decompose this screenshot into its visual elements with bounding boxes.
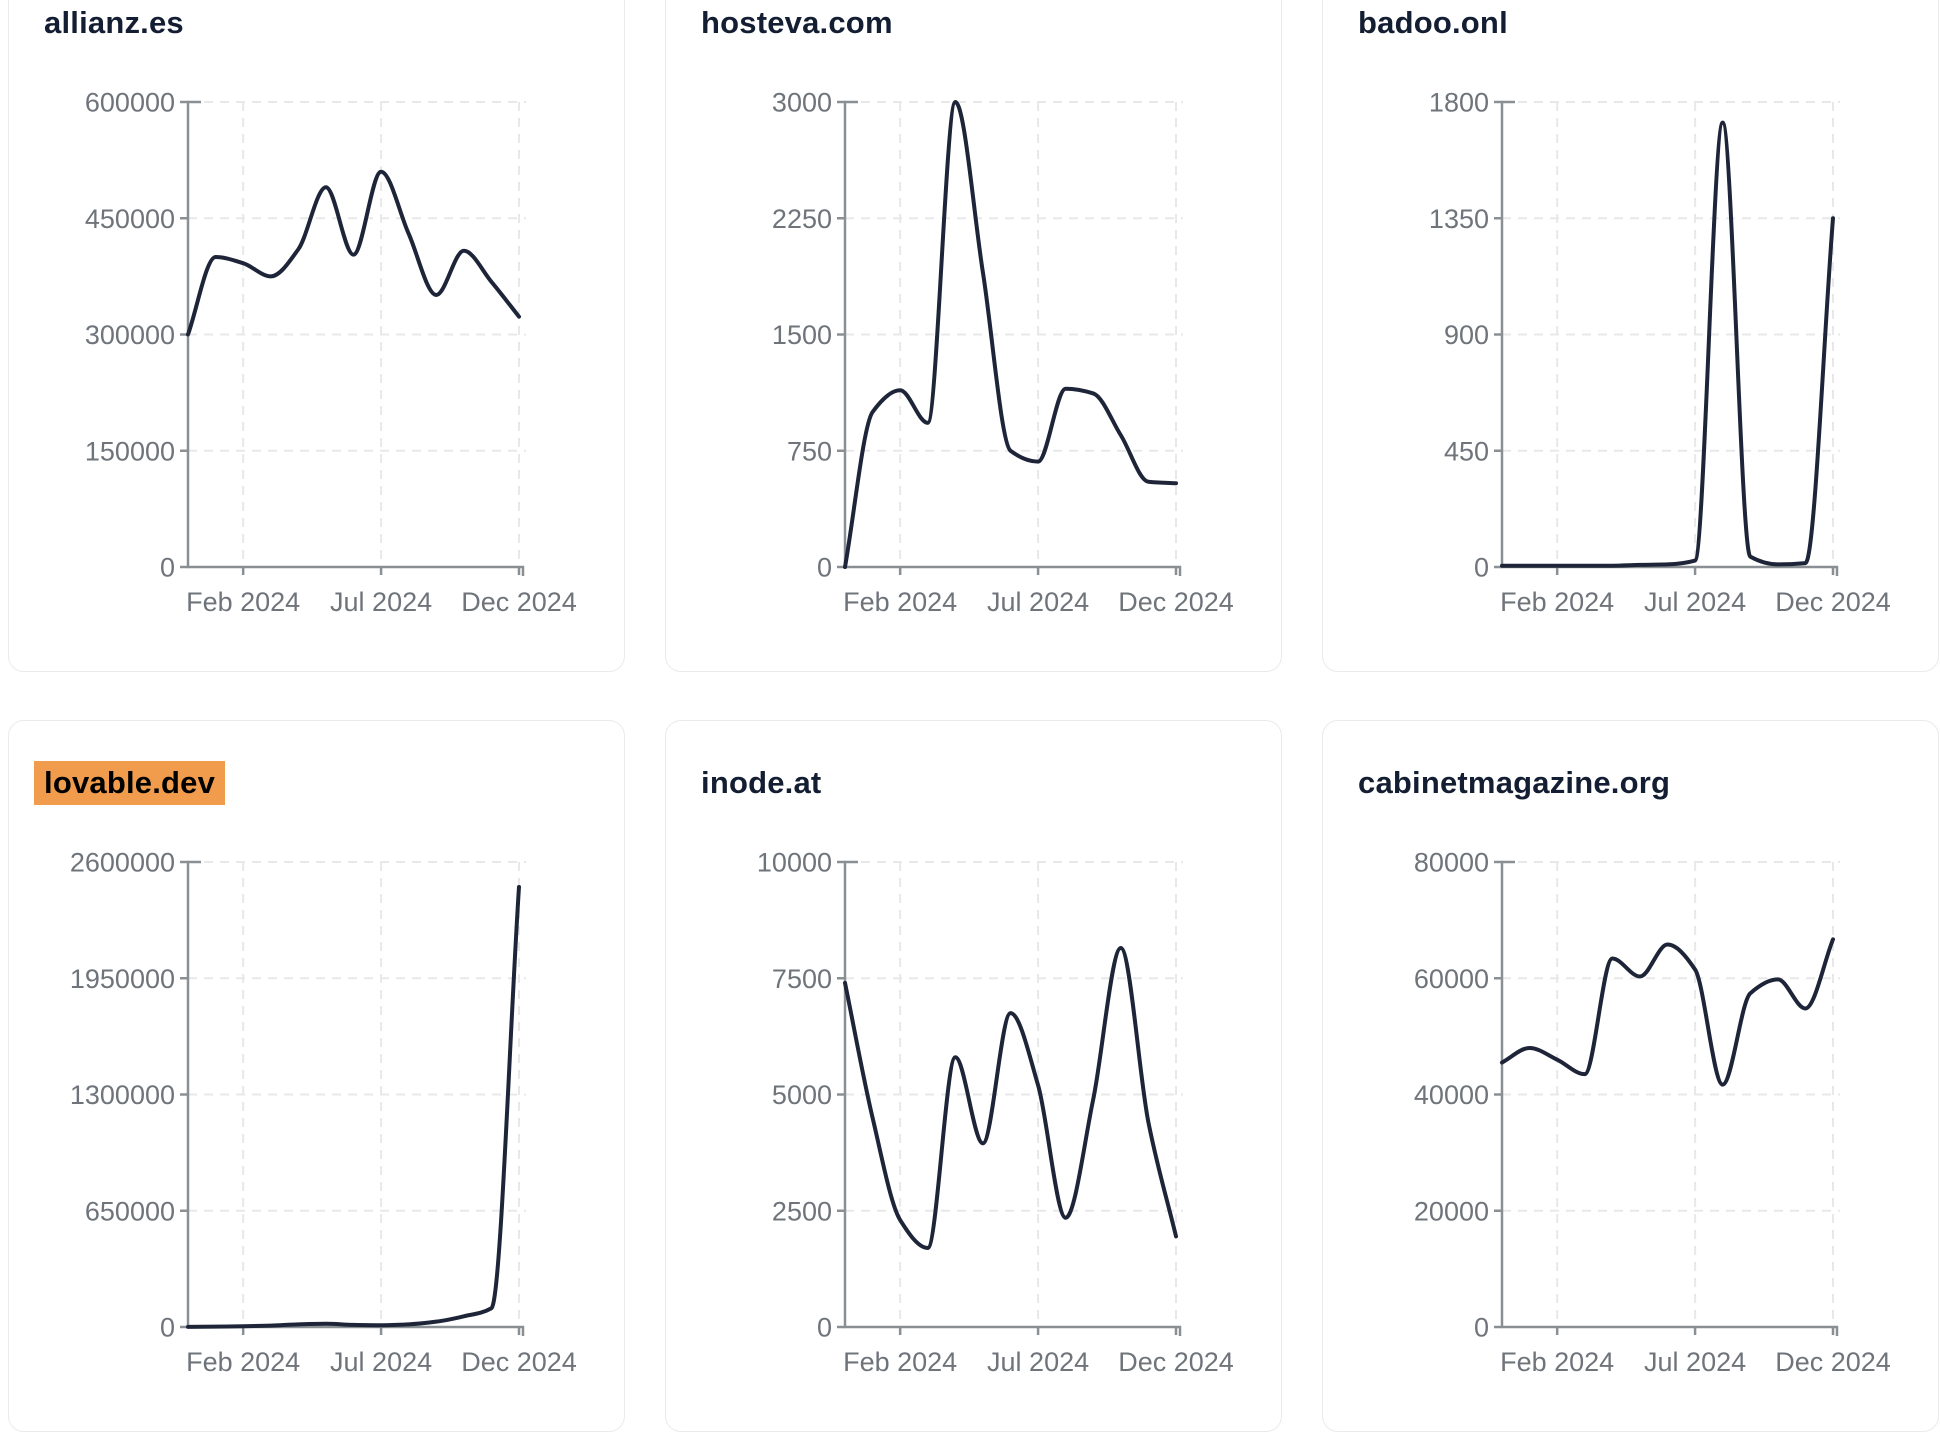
chart-card-badoo-onl: badoo.onl 0 450 900 1350 1800 Feb 2024 Jul 202… bbox=[1322, 0, 1939, 672]
line-series bbox=[186, 885, 521, 1329]
line-chart: 0 2500 5000 7500 10000 Feb 2024 Jul 2024 Dec 20… bbox=[757, 848, 1234, 1378]
x-tick-label: Dec 2024 bbox=[461, 587, 577, 617]
x-tick-label: Jul 2024 bbox=[987, 1347, 1089, 1377]
y-tick-label: 2250 bbox=[772, 204, 832, 234]
y-tick-label: 900 bbox=[1444, 320, 1489, 350]
y-tick-label: 0 bbox=[817, 553, 832, 583]
x-tick-label: Dec 2024 bbox=[461, 1347, 577, 1377]
line-series bbox=[843, 100, 1178, 569]
chart-title: cabinetmagazine.org bbox=[1358, 765, 1671, 800]
y-tick-label: 650000 bbox=[85, 1196, 175, 1226]
y-tick-label: 3000 bbox=[772, 88, 832, 118]
y-tick-label: 1300000 bbox=[70, 1080, 175, 1110]
y-tick-label: 1800 bbox=[1429, 88, 1489, 118]
axis-lines bbox=[843, 860, 1182, 1336]
y-tick-label: 1500 bbox=[772, 320, 832, 350]
x-tick-label: Feb 2024 bbox=[1500, 587, 1614, 617]
y-tick-label: 1950000 bbox=[70, 964, 175, 994]
y-tick-label: 5000 bbox=[772, 1080, 832, 1110]
x-tick-label: Jul 2024 bbox=[1644, 1347, 1746, 1377]
y-tick-label: 150000 bbox=[85, 436, 175, 466]
chart-title: hosteva.com bbox=[701, 5, 893, 40]
chart-title: badoo.onl bbox=[1358, 5, 1508, 40]
line-chart: 0 20000 40000 60000 80000 Feb 2024 Jul 2024 Dec… bbox=[1414, 848, 1891, 1378]
line-chart: 0 650000 1300000 1950000 2600000 Feb 2024 Jul … bbox=[70, 848, 577, 1378]
x-tick-label: Jul 2024 bbox=[330, 587, 432, 617]
line-series bbox=[1500, 120, 1835, 568]
y-tick-label: 0 bbox=[160, 553, 175, 583]
x-tick-label: Feb 2024 bbox=[843, 587, 957, 617]
y-tick-label: 0 bbox=[817, 1313, 832, 1343]
axis-lines bbox=[186, 860, 525, 1336]
y-tick-label: 10000 bbox=[757, 848, 832, 878]
x-tick-label: Jul 2024 bbox=[330, 1347, 432, 1377]
line-chart: 0 450 900 1350 1800 Feb 2024 Jul 2024 Dec 2024 bbox=[1429, 88, 1891, 618]
y-tick-label: 2500 bbox=[772, 1196, 832, 1226]
chart-card-cabinetmagazine-org: cabinetmagazine.org 0 20000 40000 60000 8000… bbox=[1322, 720, 1939, 1432]
x-tick-label: Dec 2024 bbox=[1118, 1347, 1234, 1377]
y-tick-label: 7500 bbox=[772, 964, 832, 994]
y-tick-label: 2600000 bbox=[70, 848, 175, 878]
axis-lines bbox=[186, 100, 525, 576]
x-tick-label: Dec 2024 bbox=[1118, 587, 1234, 617]
axis-lines bbox=[843, 100, 1182, 576]
y-tick-label: 0 bbox=[1474, 1313, 1489, 1343]
y-tick-label: 80000 bbox=[1414, 848, 1489, 878]
x-tick-label: Feb 2024 bbox=[1500, 1347, 1614, 1377]
x-tick-label: Feb 2024 bbox=[186, 587, 300, 617]
chart-title: allianz.es bbox=[44, 5, 184, 40]
axis-lines bbox=[1500, 100, 1839, 576]
chart-card-inode-at: inode.at 0 2500 5000 7500 10000 Feb 2024 Jul 2… bbox=[665, 720, 1282, 1432]
chart-card-hosteva-com: hosteva.com 0 750 1500 2250 3000 Feb 2024 Jul … bbox=[665, 0, 1282, 672]
y-tick-label: 1350 bbox=[1429, 204, 1489, 234]
x-tick-label: Jul 2024 bbox=[987, 587, 1089, 617]
line-series bbox=[186, 169, 521, 337]
x-tick-label: Feb 2024 bbox=[186, 1347, 300, 1377]
y-tick-label: 600000 bbox=[85, 88, 175, 118]
chart-title-highlighted: lovable.dev bbox=[34, 761, 226, 805]
x-tick-label: Dec 2024 bbox=[1775, 1347, 1891, 1377]
y-tick-label: 0 bbox=[1474, 553, 1489, 583]
chart-title: inode.at bbox=[701, 765, 822, 800]
x-tick-label: Dec 2024 bbox=[1775, 587, 1891, 617]
y-tick-label: 60000 bbox=[1414, 964, 1489, 994]
axis-lines bbox=[1500, 860, 1839, 1336]
y-tick-label: 40000 bbox=[1414, 1080, 1489, 1110]
x-tick-label: Jul 2024 bbox=[1644, 587, 1746, 617]
line-series bbox=[1500, 937, 1835, 1087]
x-tick-label: Feb 2024 bbox=[843, 1347, 957, 1377]
y-tick-label: 20000 bbox=[1414, 1196, 1489, 1226]
line-series bbox=[843, 946, 1178, 1250]
y-tick-label: 0 bbox=[160, 1313, 175, 1343]
y-tick-label: 300000 bbox=[85, 320, 175, 350]
line-chart: 0 750 1500 2250 3000 Feb 2024 Jul 2024 Dec 2024 bbox=[772, 88, 1234, 618]
chart-card-allianz-es: allianz.es 0 150000 300000 450000 600000 Feb … bbox=[8, 0, 625, 672]
y-tick-label: 450 bbox=[1444, 436, 1489, 466]
y-tick-label: 750 bbox=[787, 436, 832, 466]
y-tick-label: 450000 bbox=[85, 204, 175, 234]
chart-card-lovable-dev: lovable.dev 0 650000 1300000 1950000 2600000… bbox=[8, 720, 625, 1432]
line-chart: 0 150000 300000 450000 600000 Feb 2024 Jul 202… bbox=[85, 88, 577, 618]
